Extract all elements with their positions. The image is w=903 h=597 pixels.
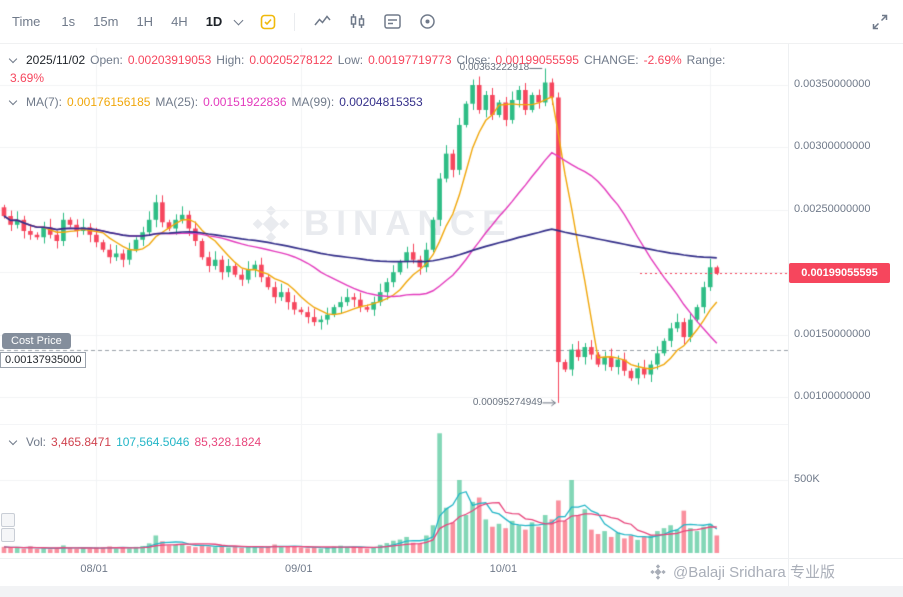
ohlc-header: 2025/11/02 Open: 0.00203919053 High: 0.0… [8, 53, 726, 67]
interval-1s[interactable]: 1s [61, 14, 76, 29]
chart-toolbar: Time 1s 15m 1H 4H 1D [0, 0, 903, 44]
pane-handle-icon[interactable] [1, 528, 15, 542]
ma7-label: MA(7): [26, 95, 62, 109]
pane-divider[interactable] [0, 424, 788, 425]
chart-style-icon[interactable] [313, 12, 332, 31]
ma99-label: MA(99): [291, 95, 335, 109]
range-value: 3.69% [10, 71, 45, 85]
price-axis-border [788, 44, 789, 586]
time-axis-border [0, 558, 903, 559]
high-value: 0.00205278122 [249, 53, 333, 67]
interval-buttons: 1s 15m 1H 4H 1D [52, 14, 231, 29]
volume-legend: Vol: 3,465.8471 107,564.5046 85,328.1824 [8, 435, 262, 449]
cost-price-value: 0.00137935000 [0, 351, 87, 368]
price-axis-label: 0.00350000000 [794, 78, 871, 90]
pane-handle-icon[interactable] [1, 513, 15, 527]
collapse-chevron-icon[interactable] [8, 96, 18, 106]
change-value: -2.69% [643, 53, 682, 67]
change-label: CHANGE: [583, 53, 639, 67]
vol-ma10-value: 85,328.1824 [194, 435, 262, 449]
high-price-annotation: 0.00363222918 [459, 62, 530, 74]
low-price-annotation: 0.00095274949 [472, 396, 543, 408]
time-label: Time [12, 14, 41, 29]
time-axis-label: 08/01 [80, 563, 108, 575]
fullscreen-icon[interactable] [871, 13, 889, 31]
close-label: Close: [456, 53, 491, 67]
interval-4h[interactable]: 4H [171, 14, 188, 29]
open-value: 0.00203919053 [127, 53, 212, 67]
price-axis-label: 0.00250000000 [794, 202, 871, 215]
bottom-watermark: @Balaji Sridhara 专业版 [650, 561, 835, 582]
horizontal-scrollbar[interactable] [0, 586, 903, 597]
chevron-down-icon[interactable] [233, 15, 244, 25]
vol-ma5-value: 107,564.5046 [116, 435, 190, 449]
open-label: Open: [90, 53, 123, 67]
settings-target-icon[interactable] [418, 12, 437, 31]
interval-15m[interactable]: 15m [93, 14, 119, 29]
edit-intervals-icon[interactable] [260, 14, 276, 30]
volume-axis-label: 500K [794, 473, 820, 485]
vol-label: Vol: [26, 435, 47, 449]
interval-1h[interactable]: 1H [136, 14, 154, 29]
collapse-chevron-icon[interactable] [8, 54, 18, 64]
time-axis-label: 10/01 [489, 563, 518, 575]
vol-value: 3,465.8471 [51, 435, 112, 449]
toolbar-divider [294, 12, 296, 31]
high-label: High: [216, 53, 245, 67]
price-axis-label: 0.00100000000 [794, 390, 871, 402]
candlestick-icon[interactable] [348, 12, 367, 31]
date-value: 2025/11/02 [26, 53, 86, 67]
ma99-value: 0.00204815353 [339, 95, 423, 109]
ma25-label: MA(25): [155, 95, 199, 109]
price-axis-label: 0.00300000000 [794, 140, 871, 153]
price-axis-label: 0.00150000000 [794, 327, 871, 340]
ma25-value: 0.00151922836 [203, 95, 287, 109]
range-label: Range: [686, 53, 726, 67]
collapse-chevron-icon[interactable] [8, 436, 18, 446]
ma7-value: 0.00176156185 [67, 95, 151, 109]
watermark-text: @Balaji Sridhara 专业版 [673, 564, 835, 581]
low-label: Low: [337, 53, 364, 67]
last-price-tag: 0.00199055595 [789, 263, 890, 284]
time-axis-label: 09/01 [285, 563, 313, 575]
ohlc-header-line2: 3.69% [10, 71, 44, 85]
indicators-icon[interactable] [383, 12, 402, 31]
close-value: 0.00199055595 [495, 53, 579, 67]
cost-price-tooltip: Cost Price [2, 332, 71, 349]
interval-1d[interactable]: 1D [205, 14, 223, 29]
low-value: 0.00197719773 [368, 53, 452, 67]
binance-diamond-icon [650, 563, 666, 580]
ma-legend: MA(7): 0.00176156185 MA(25): 0.001519228… [8, 95, 423, 109]
